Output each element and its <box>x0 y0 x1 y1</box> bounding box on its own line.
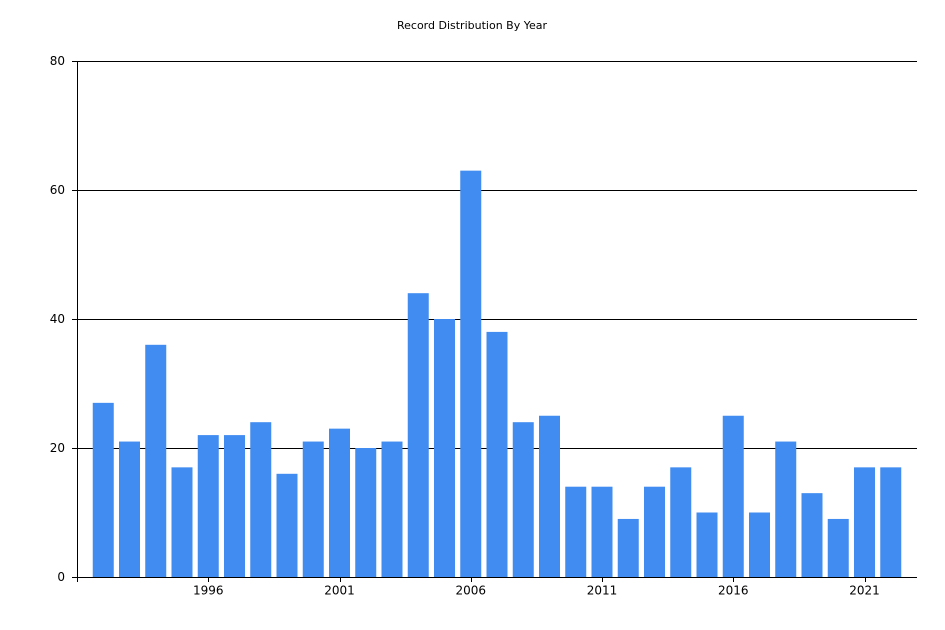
bar <box>355 448 377 577</box>
y-tick-label: 0 <box>57 570 65 584</box>
bar <box>171 467 193 577</box>
bar <box>197 435 219 577</box>
bar <box>670 467 692 577</box>
bar <box>539 415 560 577</box>
bar <box>434 319 455 577</box>
x-tick-label: 2011 <box>587 584 618 598</box>
bar <box>302 441 324 577</box>
bar <box>644 486 665 577</box>
bar <box>486 331 508 577</box>
bar <box>801 493 823 577</box>
bar <box>617 518 639 577</box>
bar <box>460 170 482 577</box>
x-tick-label: 2006 <box>455 584 486 598</box>
bar <box>329 428 350 577</box>
y-tick-label: 60 <box>50 183 65 197</box>
bar <box>722 415 744 577</box>
bar <box>565 486 587 577</box>
bar <box>92 402 114 577</box>
x-tick-label: 2021 <box>849 584 880 598</box>
bar <box>512 422 534 577</box>
bar <box>827 518 849 577</box>
bar <box>696 512 718 577</box>
bar <box>407 293 429 577</box>
x-tick-label: 2001 <box>324 584 355 598</box>
bar <box>224 435 245 577</box>
y-tick-label: 20 <box>50 441 65 455</box>
bar <box>880 467 902 577</box>
chart-title: Record Distribution By Year <box>397 19 547 32</box>
x-tick-label: 2016 <box>718 584 749 598</box>
bar <box>775 441 797 577</box>
y-tick-label: 40 <box>50 312 65 326</box>
bar <box>276 473 298 577</box>
bar <box>250 422 272 577</box>
bar <box>749 512 770 577</box>
bar <box>381 441 403 577</box>
y-tick-label: 80 <box>50 54 65 68</box>
bar <box>119 441 140 577</box>
bar <box>145 344 167 577</box>
bar <box>854 467 875 577</box>
x-tick-label: 1996 <box>193 584 224 598</box>
bar <box>591 486 613 577</box>
